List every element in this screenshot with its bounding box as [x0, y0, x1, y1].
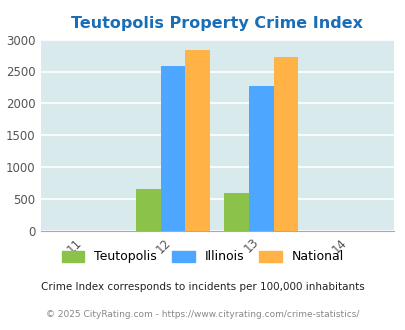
Bar — [248, 86, 273, 231]
Bar — [224, 193, 248, 231]
Title: Teutopolis Property Crime Index: Teutopolis Property Crime Index — [71, 16, 362, 31]
Text: © 2025 CityRating.com - https://www.cityrating.com/crime-statistics/: © 2025 CityRating.com - https://www.city… — [46, 310, 359, 319]
Bar — [160, 66, 185, 231]
Bar — [185, 50, 210, 231]
Legend: Teutopolis, Illinois, National: Teutopolis, Illinois, National — [62, 250, 343, 263]
Bar — [273, 57, 298, 231]
Bar — [136, 189, 160, 231]
Text: Crime Index corresponds to incidents per 100,000 inhabitants: Crime Index corresponds to incidents per… — [41, 282, 364, 292]
